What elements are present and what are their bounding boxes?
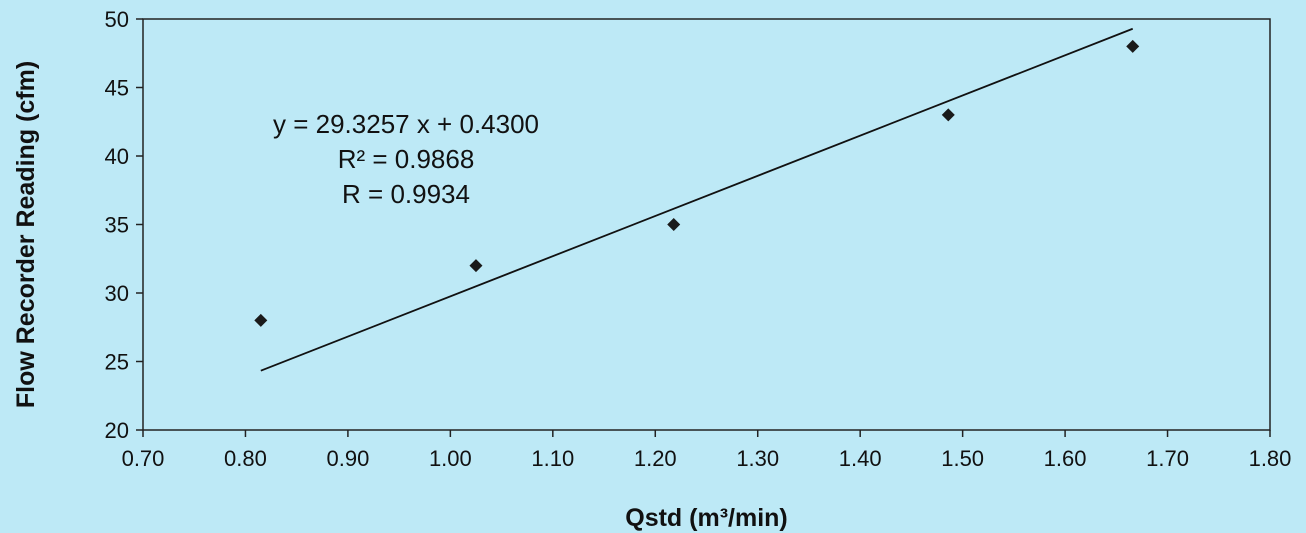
x-tick-label: 1.00 (429, 446, 472, 471)
equation-annotation: y = 29.3257 x + 0.4300 R² = 0.9868 R = 0.9… (273, 109, 539, 209)
y-axis-title: Flow Recorder Reading (cfm) (12, 61, 40, 408)
y-axis: 20 25 30 35 40 45 50 (105, 7, 143, 443)
x-tick-label: 0.80 (224, 446, 267, 471)
y-tick-label: 45 (105, 76, 129, 101)
data-point (1126, 39, 1140, 53)
data-point (469, 259, 483, 273)
x-tick-label: 0.70 (122, 446, 165, 471)
x-tick-label: 1.20 (634, 446, 677, 471)
x-tick-label: 1.50 (941, 446, 984, 471)
y-tick-label: 50 (105, 7, 129, 32)
x-tick-label: 1.80 (1249, 446, 1292, 471)
y-tick-label: 20 (105, 418, 129, 443)
equation-line: R² = 0.9868 (338, 144, 475, 174)
y-tick-label: 25 (105, 350, 129, 375)
plot-area (142, 18, 1271, 431)
x-tick-label: 1.40 (839, 446, 882, 471)
y-tick-label: 40 (105, 144, 129, 169)
data-point (254, 313, 268, 327)
y-tick-label: 30 (105, 281, 129, 306)
x-tick-label: 1.70 (1146, 446, 1189, 471)
data-point (667, 218, 681, 231)
y-tick-label: 35 (105, 213, 129, 238)
x-axis: 0.70 0.80 0.90 1.00 1.10 1.20 1.30 1.40 1.50 1.60… (122, 430, 1292, 471)
trendline (260, 27, 1134, 372)
equation-line: y = 29.3257 x + 0.4300 (273, 109, 539, 139)
x-tick-label: 1.30 (736, 446, 779, 471)
x-tick-label: 1.60 (1044, 446, 1087, 471)
x-tick-label: 0.90 (326, 446, 369, 471)
data-point (941, 108, 955, 122)
equation-line: R = 0.9934 (342, 179, 470, 209)
data-points (254, 39, 1140, 327)
x-axis-title: Qstd (m³/min) (625, 504, 788, 532)
x-tick-label: 1.10 (531, 446, 574, 471)
